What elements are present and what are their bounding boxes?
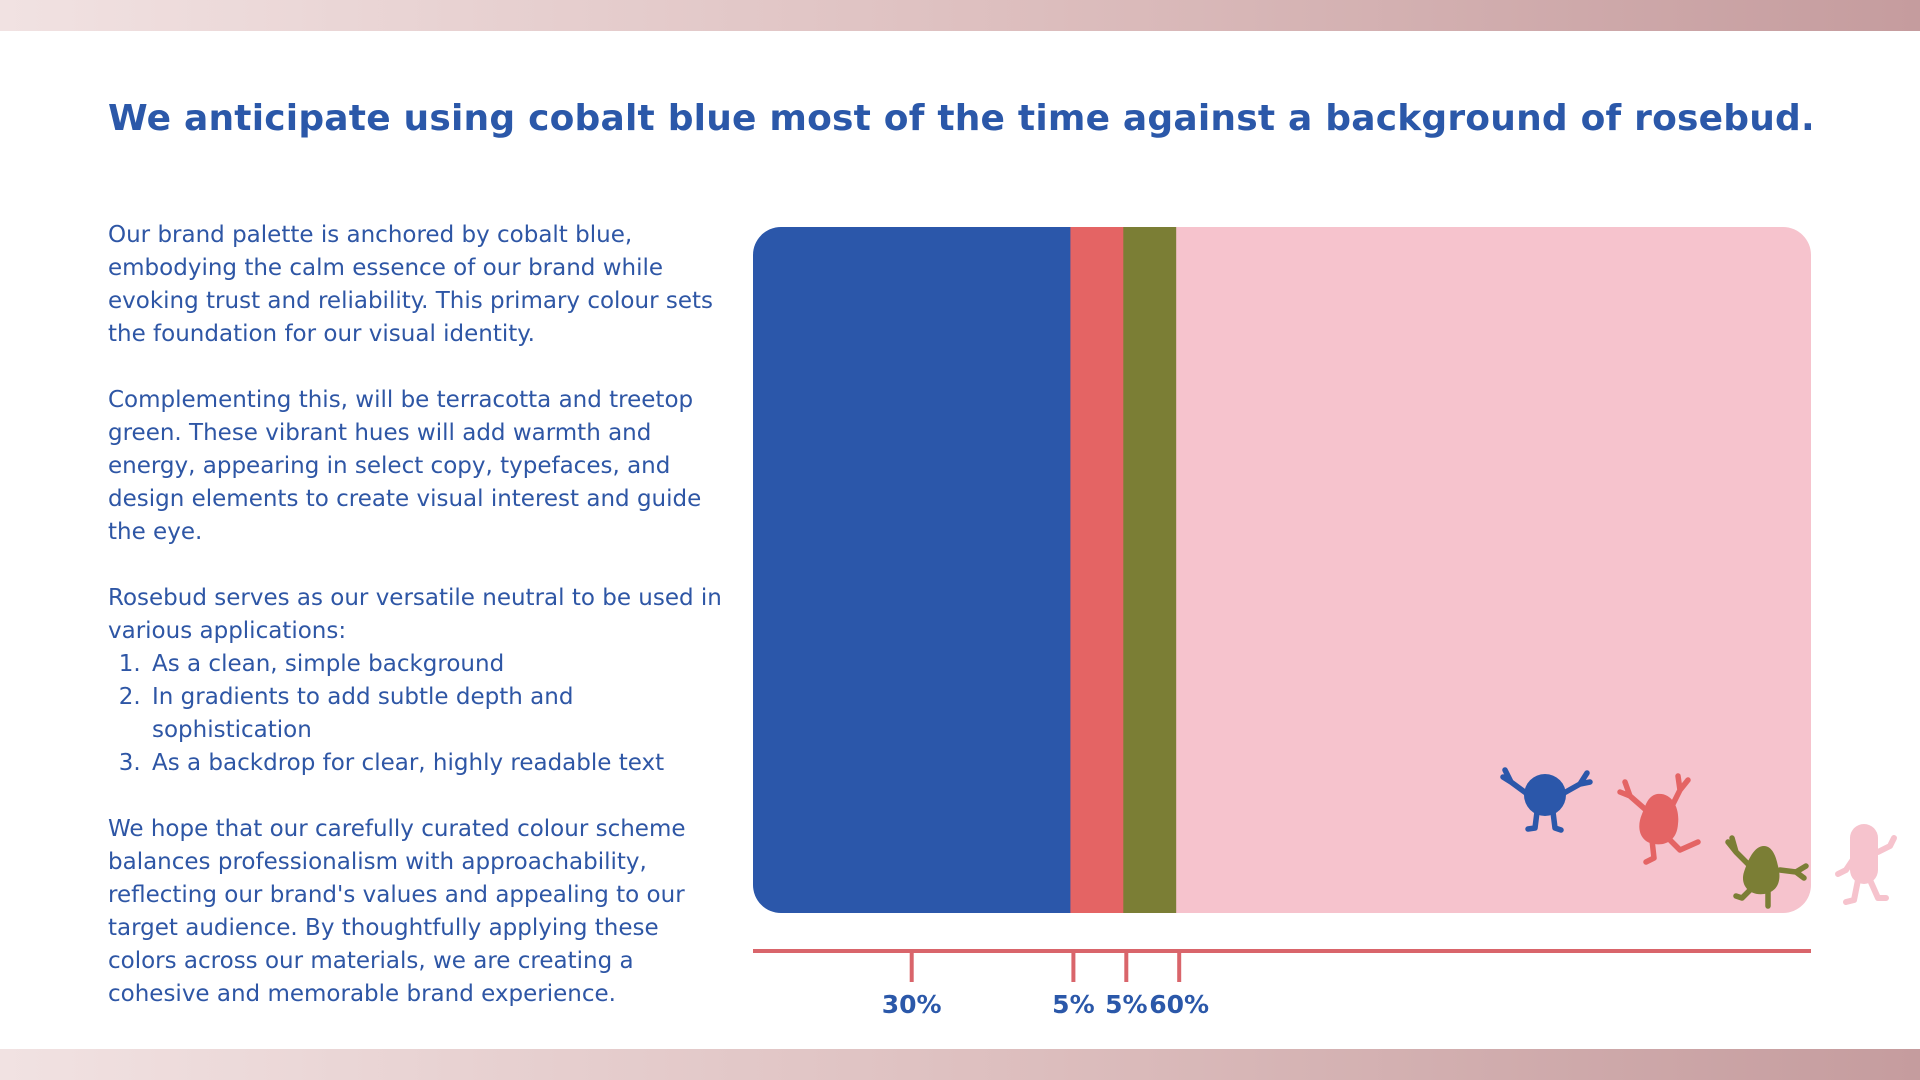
- axis-ticks: [909, 951, 1182, 982]
- bar-segments: [753, 227, 1811, 913]
- paragraph-cobalt: Our brand palette is anchored by cobalt …: [108, 222, 713, 347]
- bar-segment-cobalt-blue: [753, 227, 1071, 913]
- tick-label-rosebud: 60%: [1149, 990, 1209, 1019]
- bar-segment-rosebud: [1176, 227, 1811, 913]
- bar-segment-terracotta: [1070, 227, 1124, 913]
- tick-label-terracotta: 5%: [1052, 990, 1094, 1019]
- page-title: We anticipate using cobalt blue most of …: [108, 98, 1815, 139]
- bottom-gradient-band: [0, 1049, 1920, 1080]
- list-item: As a backdrop for clear, highly readable…: [148, 747, 730, 780]
- paragraph-closing: We hope that our carefully curated colou…: [108, 816, 686, 1007]
- bar-segment-treetop-green: [1123, 227, 1177, 913]
- green-character-icon: [1725, 835, 1809, 909]
- rosebud-uses-list: As a clean, simple background In gradien…: [108, 648, 730, 780]
- blue-character-icon: [1500, 767, 1593, 833]
- body-copy: Our brand palette is anchored by cobalt …: [108, 219, 730, 1011]
- rosebud-character-icon: [1835, 824, 1897, 905]
- tick-labels: 30% 5% 5% 60%: [882, 990, 1209, 1019]
- paragraph-complement: Complementing this, will be terracotta a…: [108, 387, 702, 545]
- paragraph-rosebud: Rosebud serves as our versatile neutral …: [108, 585, 722, 644]
- terracotta-character-icon: [1617, 773, 1701, 865]
- list-item: In gradients to add subtle depth and sop…: [148, 681, 730, 747]
- list-item: As a clean, simple background: [148, 648, 730, 681]
- tick-label-cobalt-blue: 30%: [882, 990, 942, 1019]
- tick-label-treetop-green: 5%: [1105, 990, 1147, 1019]
- top-gradient-band: [0, 0, 1920, 31]
